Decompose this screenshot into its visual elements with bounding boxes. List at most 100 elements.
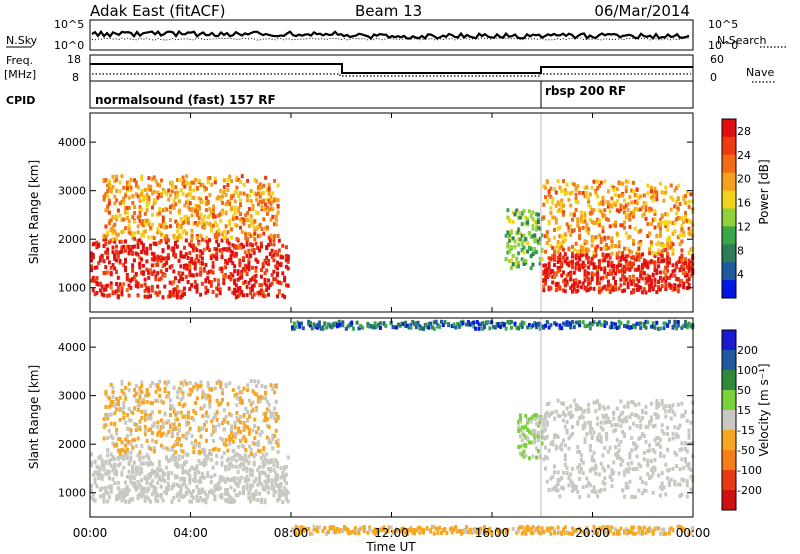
heatmap-cell — [556, 200, 560, 205]
heatmap-cell — [569, 212, 573, 217]
heatmap-cell — [658, 531, 662, 536]
heatmap-cell — [646, 472, 650, 477]
heatmap-cell — [129, 479, 133, 484]
heatmap-cell — [109, 463, 113, 468]
heatmap-cell — [243, 466, 247, 471]
heatmap-cell — [583, 408, 587, 413]
heatmap-cell — [680, 457, 684, 462]
heatmap-cell — [522, 250, 526, 255]
heatmap-cell — [127, 245, 131, 249]
heatmap-cell — [116, 399, 120, 404]
heatmap-cell — [195, 494, 199, 499]
heatmap-cell — [147, 473, 151, 478]
heatmap-cell — [517, 420, 521, 425]
heatmap-cell — [249, 483, 253, 488]
heatmap-cell — [581, 530, 585, 535]
heatmap-cell — [655, 271, 659, 276]
y-tick-label: 4000 — [58, 136, 86, 149]
heatmap-cell — [542, 279, 546, 284]
heatmap-cell — [535, 446, 539, 451]
heatmap-cell — [225, 458, 229, 463]
heatmap-cell — [261, 464, 265, 469]
heatmap-cell — [197, 488, 201, 493]
heatmap-cell — [190, 180, 194, 185]
heatmap-cell — [138, 262, 142, 267]
heatmap-cell — [235, 190, 239, 195]
heatmap-cell — [229, 277, 233, 282]
heatmap-cell — [250, 248, 254, 253]
heatmap-cell — [574, 280, 578, 285]
heatmap-cell — [136, 215, 140, 220]
heatmap-cell — [272, 468, 276, 473]
heatmap-cell — [279, 483, 283, 488]
heatmap-cell — [642, 323, 646, 328]
heatmap-cell — [626, 325, 630, 329]
heatmap-cell — [221, 232, 224, 237]
heatmap-cell — [245, 474, 249, 479]
heatmap-cell — [163, 284, 167, 289]
heatmap-cell — [243, 268, 247, 273]
heatmap-cell — [270, 483, 274, 488]
heatmap-cell — [261, 470, 265, 475]
heatmap-cell — [276, 273, 279, 277]
heatmap-cell — [265, 407, 269, 412]
heatmap-cell — [531, 531, 535, 536]
heatmap-cell — [398, 528, 402, 533]
heatmap-cell — [97, 260, 101, 265]
heatmap-cell — [238, 479, 242, 484]
heatmap-cell — [125, 180, 129, 185]
heatmap-cell — [194, 204, 198, 209]
heatmap-cell — [585, 240, 589, 245]
heatmap-cell — [252, 292, 256, 297]
heatmap-cell — [188, 426, 192, 431]
heatmap-cell — [133, 205, 137, 209]
heatmap-cell — [587, 480, 591, 485]
heatmap-cell — [215, 410, 219, 415]
heatmap-cell — [606, 263, 610, 268]
heatmap-cell — [641, 410, 644, 414]
heatmap-cell — [619, 207, 623, 212]
heatmap-cell — [156, 227, 160, 232]
heatmap-cell — [213, 412, 217, 417]
heatmap-cell — [249, 253, 253, 258]
heatmap-cell — [579, 407, 583, 412]
heatmap-cell — [213, 220, 217, 225]
heatmap-cell — [684, 261, 687, 266]
heatmap-cell — [615, 208, 619, 213]
heatmap-cell — [305, 527, 309, 532]
heatmap-cell — [610, 251, 614, 256]
heatmap-cell — [562, 418, 565, 423]
heatmap-cell — [518, 451, 522, 456]
heatmap-cell — [509, 258, 513, 263]
heatmap-cell — [183, 254, 186, 259]
heatmap-cell — [122, 217, 126, 222]
heatmap-cell — [90, 268, 93, 273]
heatmap-cell — [556, 240, 560, 245]
heatmap-cell — [632, 467, 635, 472]
heatmap-cell — [215, 454, 219, 458]
heatmap-cell — [256, 224, 260, 229]
heatmap-cell — [422, 326, 425, 331]
heatmap-cell — [279, 281, 283, 286]
heatmap-cell — [517, 237, 521, 242]
heatmap-cell — [116, 251, 120, 256]
colorbar-tick-label: 50 — [737, 384, 751, 397]
heatmap-cell — [104, 265, 108, 270]
heatmap-cell — [684, 410, 687, 414]
heatmap-cell — [258, 248, 262, 253]
heatmap-cell — [274, 222, 278, 227]
heatmap-cell — [615, 422, 619, 427]
heatmap-cell — [402, 526, 406, 531]
heatmap-cell — [450, 324, 454, 329]
power-heatmap — [90, 174, 695, 331]
heatmap-cell — [558, 258, 562, 263]
heatmap-cell — [237, 397, 241, 401]
colorbar-tick-label: 16 — [737, 197, 751, 210]
heatmap-cell — [181, 175, 185, 180]
heatmap-cell — [682, 527, 686, 532]
heatmap-cell — [571, 484, 574, 489]
heatmap-cell — [619, 439, 623, 444]
heatmap-cell — [680, 227, 684, 232]
heatmap-cell — [260, 200, 264, 205]
heatmap-cell — [630, 188, 634, 193]
